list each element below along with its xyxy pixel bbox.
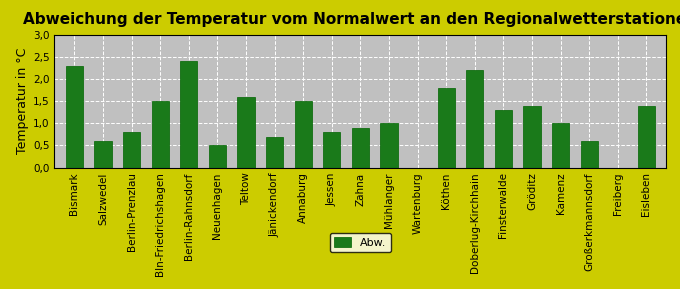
Y-axis label: Temperatur in °C: Temperatur in °C (16, 48, 29, 154)
Bar (152, 101, 169, 168)
Bar (95, 141, 112, 168)
Bar (180, 61, 197, 168)
Bar (581, 141, 598, 168)
Bar (524, 105, 541, 168)
Bar (438, 88, 455, 168)
Title: Abweichung der Temperatur vom Normalwert an den Regionalwetterstationen: Abweichung der Temperatur vom Normalwert… (23, 12, 680, 27)
Bar (380, 123, 398, 168)
Bar (638, 105, 655, 168)
Bar (552, 123, 569, 168)
Bar (495, 110, 512, 168)
Bar (209, 145, 226, 168)
Bar (294, 101, 312, 168)
Bar (352, 128, 369, 168)
Legend: Abw.: Abw. (330, 233, 391, 253)
Bar (323, 132, 341, 168)
Bar (123, 132, 140, 168)
Bar (66, 66, 83, 168)
Bar (237, 97, 254, 168)
Bar (466, 70, 483, 168)
Bar (266, 137, 283, 168)
